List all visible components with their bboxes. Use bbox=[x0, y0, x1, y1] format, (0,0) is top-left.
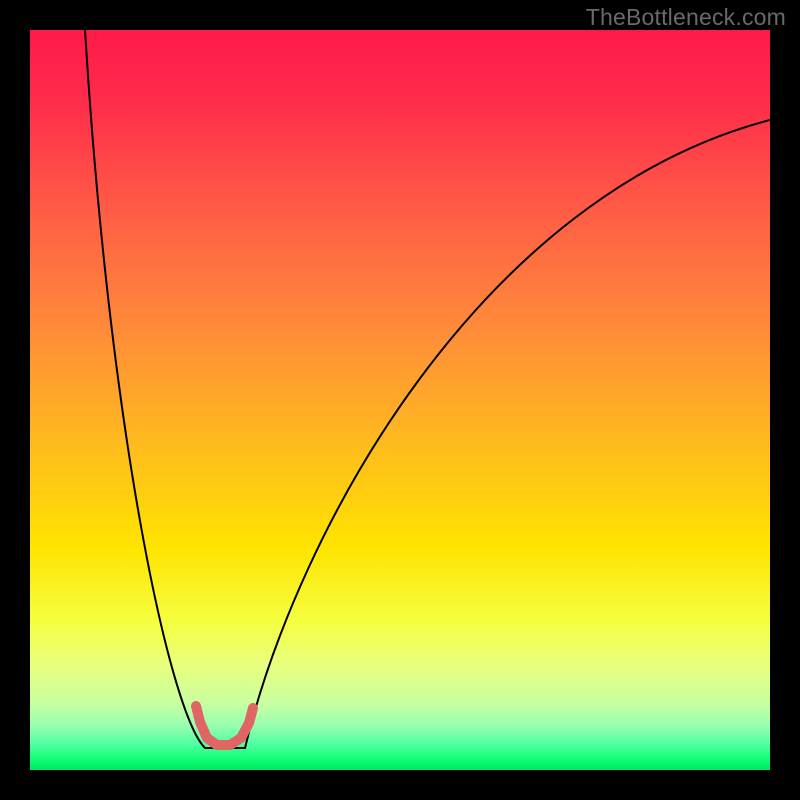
watermark-text: TheBottleneck.com bbox=[586, 4, 786, 31]
valley-marker-line bbox=[196, 706, 253, 745]
bottleneck-curve-path bbox=[85, 30, 770, 748]
plot-area bbox=[30, 30, 770, 770]
curve-svg bbox=[30, 30, 770, 770]
